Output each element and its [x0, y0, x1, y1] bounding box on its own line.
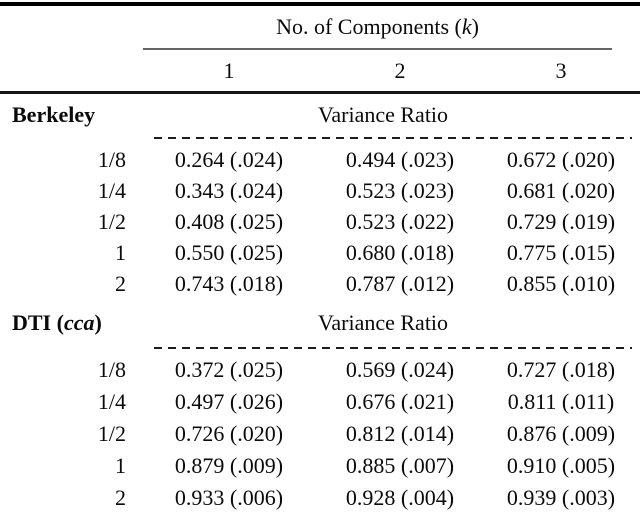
section-name: DTI (cca)	[0, 310, 140, 336]
table-cell: 0.939 (.003)	[506, 484, 616, 510]
col-header-k3: 3	[555, 57, 567, 83]
section-header-row: DTI (cca) Variance Ratio	[0, 300, 640, 347]
column-header-row: 1 2 3	[0, 50, 640, 91]
table-cell: 0.343 (.024)	[174, 178, 284, 203]
section-name-italic: cca	[63, 310, 95, 335]
table-cell: 0.729 (.019)	[506, 209, 616, 234]
table-cell: 0.812 (.014)	[345, 420, 455, 446]
table-cell: 0.743 (.018)	[174, 271, 284, 296]
table-cell: 0.372 (.025)	[174, 356, 284, 382]
table-cell: 0.879 (.009)	[174, 452, 284, 478]
top-rule	[0, 2, 640, 6]
row-label: 1	[115, 240, 126, 265]
table-title: No. of Components (k)	[143, 14, 612, 40]
row-label: 1/2	[97, 420, 126, 446]
title-text: No. of Components (	[276, 14, 462, 39]
table-cell: 0.569 (.024)	[345, 356, 455, 382]
table-cell: 0.264 (.024)	[174, 147, 284, 172]
section-header-row: Berkeley Variance Ratio	[0, 94, 640, 137]
row-label: 2	[115, 484, 126, 510]
row-label: 1/8	[97, 147, 126, 172]
table-cell: 0.523 (.022)	[345, 209, 455, 234]
table-cell: 0.726 (.020)	[174, 420, 284, 446]
table-row: 1 0.879 (.009) 0.885 (.007) 0.910 (.005)	[0, 450, 640, 482]
table-cell: 0.676 (.021)	[345, 388, 455, 414]
section-name-close: )	[94, 310, 102, 335]
table-cell: 0.787 (.012)	[345, 271, 455, 296]
table-row: 1/2 0.726 (.020) 0.812 (.014) 0.876 (.00…	[0, 418, 640, 450]
table-cell: 0.775 (.015)	[506, 240, 616, 265]
table-cell: 0.855 (.010)	[506, 271, 616, 296]
table-row: 1/4 0.497 (.026) 0.676 (.021) 0.811 (.01…	[0, 386, 640, 418]
row-label: 2	[115, 271, 126, 296]
table-cell: 0.876 (.009)	[506, 420, 616, 446]
table-row: 1 0.550 (.025) 0.680 (.018) 0.775 (.015)	[0, 238, 640, 269]
table-cell: 0.550 (.025)	[174, 240, 284, 265]
table-row: 2 0.743 (.018) 0.787 (.012) 0.855 (.010)	[0, 269, 640, 300]
mid-rule	[0, 91, 640, 94]
dashed-rule	[154, 346, 632, 349]
row-label: 1/4	[97, 178, 126, 203]
row-label: 1/4	[97, 388, 126, 414]
section-name: Berkeley	[0, 102, 140, 128]
table-cell: 0.811 (.011)	[507, 388, 615, 414]
dashed-rule-row	[0, 136, 640, 139]
table-cell: 0.681 (.020)	[506, 178, 616, 203]
cmid-rule-row	[0, 48, 640, 50]
section-name-text: Berkeley	[12, 102, 96, 127]
row-label: 1/2	[97, 209, 126, 234]
table-cell: 0.672 (.020)	[506, 147, 616, 172]
row-label: 1/8	[97, 356, 126, 382]
table-cell: 0.494 (.023)	[345, 147, 455, 172]
table-cell: 0.497 (.026)	[174, 388, 284, 414]
table-row: 2 0.933 (.006) 0.928 (.004) 0.939 (.003)	[0, 482, 640, 513]
section-dti-cca: DTI (cca) Variance Ratio 1/8 0.372 (.025…	[0, 300, 640, 513]
header-title-row: No. of Components (k)	[0, 6, 640, 48]
table-cell: 0.523 (.023)	[345, 178, 455, 203]
table-cell: 0.680 (.018)	[345, 240, 455, 265]
table-row: 1/8 0.372 (.025) 0.569 (.024) 0.727 (.01…	[0, 354, 640, 386]
title-k-italic: k	[461, 14, 472, 39]
dashed-rule	[154, 136, 632, 139]
table-cell: 0.885 (.007)	[345, 452, 455, 478]
table-cell: 0.910 (.005)	[506, 452, 616, 478]
table-cell: 0.408 (.025)	[174, 209, 284, 234]
table-cell: 0.928 (.004)	[345, 484, 455, 510]
section-name-text: DTI (	[12, 310, 64, 335]
cmid-rule	[143, 48, 612, 50]
table-cell: 0.933 (.006)	[174, 484, 284, 510]
row-label: 1	[115, 452, 126, 478]
table-row: 1/8 0.264 (.024) 0.494 (.023) 0.672 (.02…	[0, 145, 640, 176]
section-subheader: Variance Ratio	[317, 102, 449, 127]
table-row: 1/4 0.343 (.024) 0.523 (.023) 0.681 (.02…	[0, 176, 640, 207]
section-subheader: Variance Ratio	[317, 310, 449, 335]
col-header-k1: 1	[223, 57, 235, 83]
table-cell: 0.727 (.018)	[506, 356, 616, 382]
title-close-paren: )	[471, 14, 479, 39]
dashed-rule-row	[0, 346, 640, 349]
section-berkeley: Berkeley Variance Ratio 1/8 0.264 (.024)…	[0, 94, 640, 300]
table-row: 1/2 0.408 (.025) 0.523 (.022) 0.729 (.01…	[0, 207, 640, 238]
col-header-k2: 2	[394, 57, 406, 83]
